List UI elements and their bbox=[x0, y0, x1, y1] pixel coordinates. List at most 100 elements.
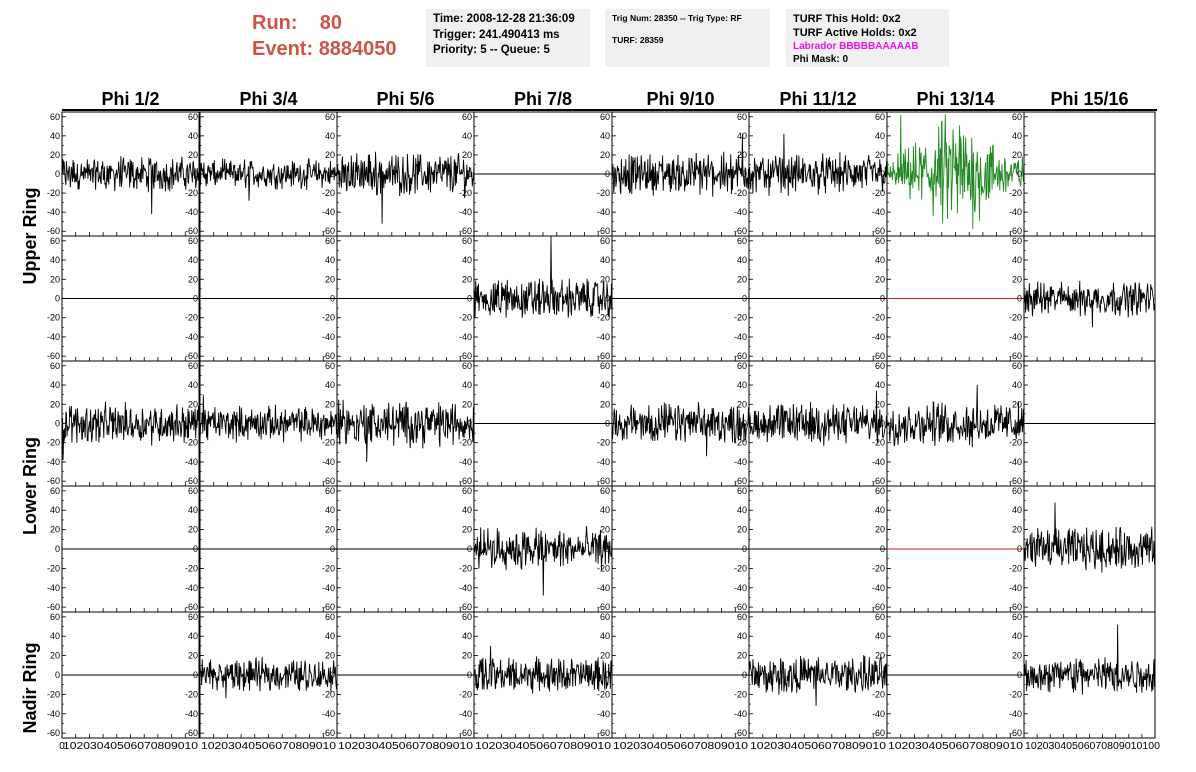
y-tick-label: -40 bbox=[47, 583, 60, 593]
y-tick-label: 20 bbox=[50, 651, 60, 661]
y-tick-label: -20 bbox=[872, 689, 885, 699]
y-tick-label: -40 bbox=[47, 709, 60, 719]
x-axis-label: 10203040506070809010 bbox=[613, 741, 749, 752]
y-tick-label: 60 bbox=[737, 112, 747, 122]
y-tick-label: 20 bbox=[875, 274, 885, 284]
y-tick-label: 40 bbox=[737, 380, 747, 390]
y-tick-label: 20 bbox=[1012, 399, 1022, 409]
y-tick-label: -60 bbox=[872, 728, 885, 738]
waveform-trace bbox=[61, 401, 200, 461]
y-tick-label: 60 bbox=[50, 486, 60, 496]
event-value: 8884050 bbox=[318, 38, 397, 60]
y-tick-label: 40 bbox=[737, 505, 747, 515]
y-tick-label: 60 bbox=[462, 361, 472, 371]
y-tick-label: -20 bbox=[185, 438, 198, 448]
y-tick-label: 60 bbox=[875, 112, 885, 122]
y-tick-label: 40 bbox=[875, 380, 885, 390]
priority-text: Priority: 5 -- Queue: 5 bbox=[433, 44, 550, 56]
y-tick-label: 0 bbox=[742, 294, 747, 304]
column-header: Phi 7/8 bbox=[514, 89, 572, 109]
y-tick-label: 60 bbox=[188, 112, 198, 122]
y-tick-label: 20 bbox=[1012, 150, 1022, 160]
y-tick-label: -20 bbox=[459, 188, 472, 198]
y-tick-label: -40 bbox=[872, 709, 885, 719]
y-tick-label: 60 bbox=[1012, 112, 1022, 122]
y-tick-label: -20 bbox=[322, 313, 335, 323]
y-tick-label: -40 bbox=[1009, 709, 1022, 719]
y-tick-label: 0 bbox=[193, 670, 198, 680]
y-tick-label: -40 bbox=[597, 457, 610, 467]
y-tick-label: 20 bbox=[875, 525, 885, 535]
y-tick-label: -20 bbox=[734, 438, 747, 448]
y-tick-label: 40 bbox=[737, 255, 747, 265]
x-axis-label: 10203040506070809010 bbox=[750, 741, 887, 752]
y-tick-label: -40 bbox=[872, 457, 885, 467]
run-label: Run: bbox=[252, 12, 298, 34]
y-tick-label: 0 bbox=[880, 419, 885, 429]
y-tick-label: 20 bbox=[325, 274, 335, 284]
y-tick-label: 40 bbox=[462, 505, 472, 515]
y-tick-label: -20 bbox=[597, 438, 610, 448]
run-event-block: Run: 80 Event: 8884050 bbox=[252, 10, 397, 62]
y-tick-label: -20 bbox=[872, 313, 885, 323]
y-tick-label: 20 bbox=[50, 525, 60, 535]
y-tick-label: 0 bbox=[605, 670, 610, 680]
y-tick-label: 40 bbox=[1012, 505, 1022, 515]
y-tick-label: -20 bbox=[734, 563, 747, 573]
waveform-trace bbox=[1023, 502, 1156, 573]
column-header: Phi 15/16 bbox=[1050, 89, 1128, 109]
y-tick-label: -60 bbox=[322, 351, 335, 361]
y-tick-label: -20 bbox=[459, 689, 472, 699]
y-tick-label: -20 bbox=[734, 689, 747, 699]
y-tick-label: 20 bbox=[325, 651, 335, 661]
event-label: Event: bbox=[252, 38, 314, 60]
x-axis-label: 10203040506070809010 bbox=[338, 741, 474, 752]
waveform-trace bbox=[748, 133, 888, 196]
y-tick-label: -40 bbox=[872, 583, 885, 593]
y-tick-label: -20 bbox=[734, 313, 747, 323]
y-tick-label: 20 bbox=[875, 399, 885, 409]
y-tick-label: -40 bbox=[597, 709, 610, 719]
y-tick-label: -60 bbox=[597, 602, 610, 612]
y-tick-label: -60 bbox=[1009, 476, 1022, 486]
y-tick-label: 0 bbox=[467, 544, 472, 554]
waveform-trace bbox=[336, 151, 475, 224]
y-tick-label: -60 bbox=[1009, 602, 1022, 612]
x-axis-label: 10203040506070809010 bbox=[63, 741, 199, 752]
y-tick-label: 0 bbox=[605, 294, 610, 304]
waveform-trace bbox=[473, 525, 613, 596]
column-header: Phi 11/12 bbox=[779, 89, 856, 109]
y-tick-label: -60 bbox=[872, 476, 885, 486]
y-tick-label: -60 bbox=[872, 351, 885, 361]
y-tick-label: -20 bbox=[185, 313, 198, 323]
waveform-trace bbox=[61, 156, 200, 215]
trig-num-text: Trig Num: 28350 -- Trig Type: RF bbox=[612, 13, 742, 23]
x-axis-label: 10203040506070809010 bbox=[475, 741, 612, 752]
y-tick-label: 20 bbox=[325, 150, 335, 160]
y-tick-label: -20 bbox=[185, 188, 198, 198]
y-tick-label: 60 bbox=[462, 612, 472, 622]
y-tick-label: -60 bbox=[322, 226, 335, 236]
y-tick-label: 60 bbox=[325, 112, 335, 122]
turf-text: TURF: 28359 bbox=[612, 35, 664, 45]
y-tick-label: 60 bbox=[462, 112, 472, 122]
y-tick-label: -20 bbox=[597, 188, 610, 198]
waveform-trace bbox=[748, 390, 888, 447]
y-tick-label: 20 bbox=[737, 150, 747, 160]
y-tick-label: -60 bbox=[47, 476, 60, 486]
waveform-trace bbox=[473, 645, 613, 694]
column-header: Phi 1/2 bbox=[101, 89, 159, 109]
run-row: Run: 80 bbox=[252, 10, 397, 36]
x-axis-label: 0 bbox=[59, 741, 65, 752]
trig-info-box: Trig Num: 28350 -- Trig Type: RF TURF: 2… bbox=[605, 9, 770, 67]
y-tick-label: -60 bbox=[459, 728, 472, 738]
y-tick-label: 20 bbox=[737, 274, 747, 284]
waveform-trace bbox=[611, 402, 750, 457]
y-tick-label: -60 bbox=[459, 226, 472, 236]
y-tick-label: 0 bbox=[467, 419, 472, 429]
y-tick-label: 60 bbox=[600, 361, 610, 371]
y-tick-label: 20 bbox=[1012, 651, 1022, 661]
y-tick-label: 20 bbox=[737, 399, 747, 409]
y-tick-label: -60 bbox=[185, 728, 198, 738]
y-tick-label: -60 bbox=[459, 351, 472, 361]
